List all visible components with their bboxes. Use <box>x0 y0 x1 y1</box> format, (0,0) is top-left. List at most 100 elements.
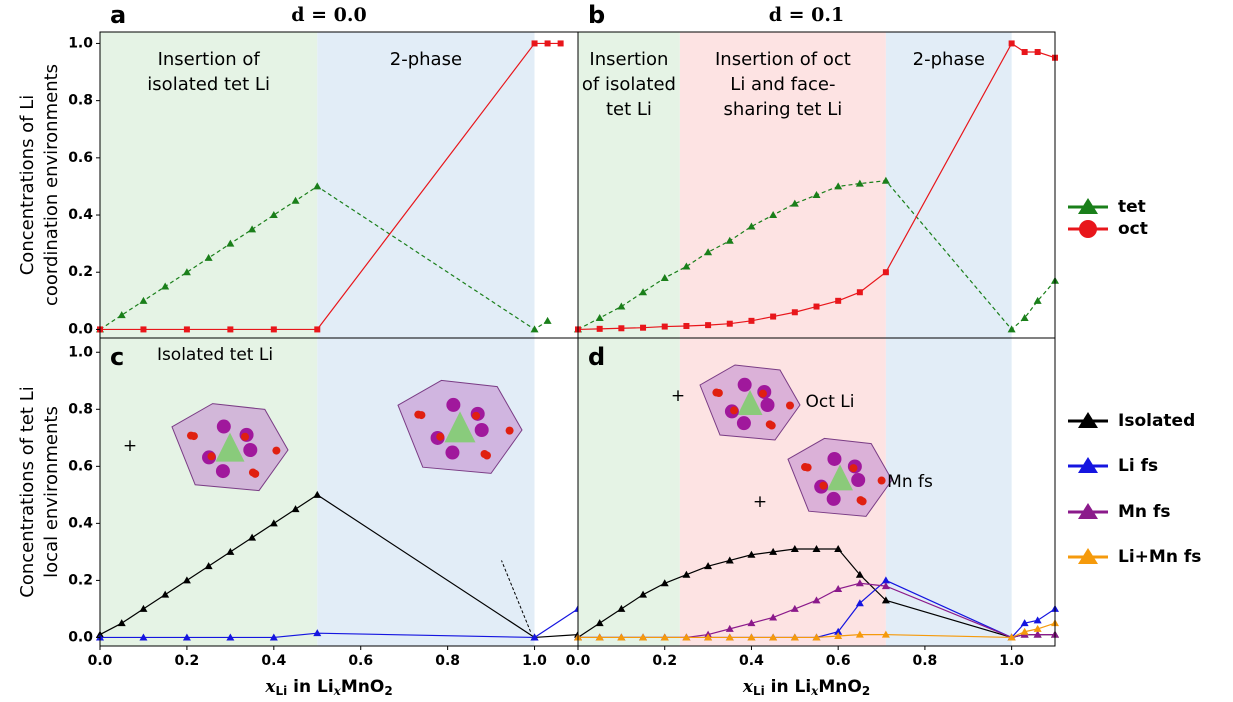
x-tick-label: 0.0 <box>88 653 113 669</box>
panel-title: d = 0.0 <box>291 4 367 26</box>
x-axis-label-part: Li <box>275 684 287 698</box>
region <box>578 338 680 646</box>
marker <box>532 40 538 46</box>
atom <box>445 446 459 460</box>
region-label: isolated tet Li <box>147 74 270 95</box>
marker <box>1022 49 1028 55</box>
marker <box>748 318 754 324</box>
y-tick-label: 1.0 <box>68 344 93 360</box>
atom <box>857 496 865 504</box>
atom <box>738 378 752 392</box>
legend-marker <box>1079 220 1097 238</box>
x-tick-label: 0.4 <box>739 653 764 669</box>
x-axis-label-part: in Li <box>287 677 333 697</box>
y-axis-label: Concentrations of tet Li <box>17 386 38 597</box>
region <box>886 338 1012 646</box>
atom <box>208 452 216 460</box>
y-tick-label: 0.4 <box>68 207 93 223</box>
y-tick-label: 0.6 <box>68 458 93 474</box>
x-axis-label-part: MnO <box>341 677 384 697</box>
marker <box>1035 49 1041 55</box>
y-axis-label: local environments <box>41 406 62 578</box>
annotation: + <box>753 492 767 512</box>
y-tick-label: 0.6 <box>68 150 93 166</box>
atom <box>878 477 886 485</box>
marker <box>184 326 190 332</box>
marker <box>727 321 733 327</box>
marker <box>597 326 603 332</box>
atom <box>190 432 198 440</box>
region-label: 2-phase <box>913 49 985 70</box>
legend-label: Isolated <box>1118 411 1195 431</box>
x-axis-label-part: 2 <box>384 684 392 698</box>
y-axis-label: Concentrations of Li <box>17 95 38 276</box>
atom <box>819 482 827 490</box>
marker <box>1009 40 1015 46</box>
figure: Insertion of isolated tet Li 2-phase 0.0 0.2… <box>0 0 1233 702</box>
region-label: 2-phase <box>390 49 462 70</box>
atom <box>506 427 514 435</box>
atom <box>446 398 460 412</box>
region-label: Insertion of <box>158 49 261 70</box>
legend-label: Mn fs <box>1118 502 1170 522</box>
x-axis-label-part: 2 <box>862 684 870 698</box>
x-tick-label: 0.2 <box>175 653 200 669</box>
atom <box>272 447 280 455</box>
marker <box>814 304 820 310</box>
marker <box>140 326 146 332</box>
panel: Isolated tet Li+0.00.20.40.60.81.00.00.2… <box>17 338 582 698</box>
marker <box>857 289 863 295</box>
y-tick-label: 0.2 <box>68 572 93 588</box>
legend-label: Li fs <box>1118 456 1158 476</box>
region <box>317 338 534 646</box>
annotation: + <box>671 386 685 406</box>
annotation: Mn fs <box>887 472 933 492</box>
x-tick-label: 0.8 <box>435 653 460 669</box>
atom <box>786 402 794 410</box>
x-axis-label-part: Li <box>753 684 765 698</box>
x-tick-label: 1.0 <box>522 653 547 669</box>
x-axis-label: xLi in LixMnO2 <box>264 677 392 698</box>
panel: Insertion of isolated tet Li Insertion of o… <box>574 1 1148 338</box>
region-label: Insertion of oct <box>715 49 851 70</box>
y-tick-label: 0.8 <box>68 401 93 417</box>
atom <box>216 464 230 478</box>
y-tick-label: 0.0 <box>68 321 93 337</box>
atom <box>827 452 841 466</box>
x-tick-label: 0.6 <box>826 653 851 669</box>
y-tick-label: 0.4 <box>68 515 93 531</box>
region-label: Li and face- <box>730 74 835 95</box>
atom <box>241 433 249 441</box>
panel-label: b <box>588 1 605 29</box>
x-tick-label: 1.0 <box>999 653 1024 669</box>
atom <box>417 411 425 419</box>
region-label: Insertion <box>589 49 668 70</box>
marker <box>618 325 624 331</box>
atom <box>715 389 723 397</box>
legend-label: Li+Mn fs <box>1118 547 1201 567</box>
y-axis-label: coordination environments <box>41 64 62 306</box>
atom <box>472 412 480 420</box>
annotation: Isolated tet Li <box>157 345 273 365</box>
region-label: tet Li <box>606 99 652 120</box>
marker <box>883 269 889 275</box>
region <box>100 338 317 646</box>
x-tick-label: 0.0 <box>566 653 591 669</box>
marker <box>640 325 646 331</box>
atom <box>849 464 857 472</box>
x-axis-label-part: in Li <box>765 677 811 697</box>
marker <box>705 322 711 328</box>
region-label: of isolated <box>582 74 676 95</box>
panel-label: a <box>110 1 126 29</box>
panel-label: d <box>588 343 605 371</box>
atom <box>217 420 231 434</box>
atom <box>759 390 767 398</box>
atom <box>766 420 774 428</box>
region-label: sharing tet Li <box>724 99 843 120</box>
atom <box>737 416 751 430</box>
marker <box>227 326 233 332</box>
x-tick-label: 0.6 <box>348 653 373 669</box>
x-tick-label: 0.4 <box>261 653 286 669</box>
